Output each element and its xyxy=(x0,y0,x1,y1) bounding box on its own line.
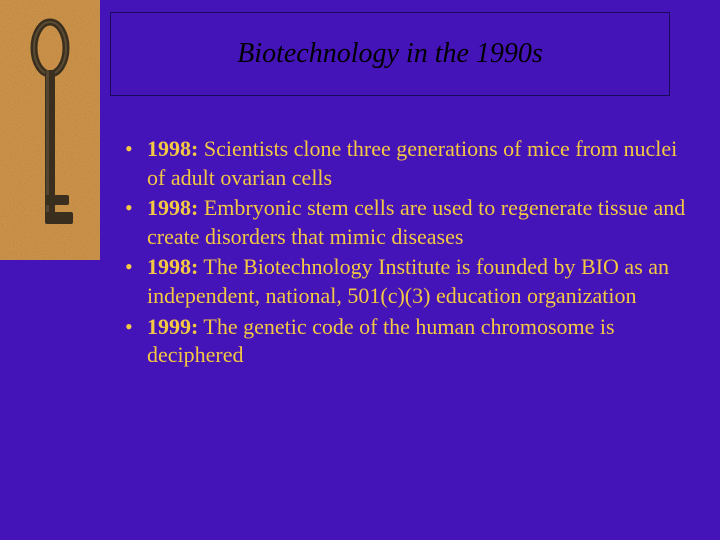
slide-title: Biotechnology in the 1990s xyxy=(237,38,543,70)
bullet-item: • 1998: Scientists clone three generatio… xyxy=(125,135,690,192)
bullet-text: 1998: The Biotechnology Institute is fou… xyxy=(147,253,690,310)
bullet-marker: • xyxy=(125,253,147,282)
bullet-text: 1999: The genetic code of the human chro… xyxy=(147,313,690,370)
bullet-text: 1998: Embryonic stem cells are used to r… xyxy=(147,194,690,251)
bullet-marker: • xyxy=(125,135,147,164)
bullet-marker: • xyxy=(125,313,147,342)
key-texture-image xyxy=(0,0,100,260)
bullet-item: • 1999: The genetic code of the human ch… xyxy=(125,313,690,370)
title-box: Biotechnology in the 1990s xyxy=(110,12,670,96)
bullet-text: 1998: Scientists clone three generations… xyxy=(147,135,690,192)
bullet-marker: • xyxy=(125,194,147,223)
bullet-item: • 1998: Embryonic stem cells are used to… xyxy=(125,194,690,251)
bullet-list: • 1998: Scientists clone three generatio… xyxy=(125,135,690,372)
bullet-item: • 1998: The Biotechnology Institute is f… xyxy=(125,253,690,310)
